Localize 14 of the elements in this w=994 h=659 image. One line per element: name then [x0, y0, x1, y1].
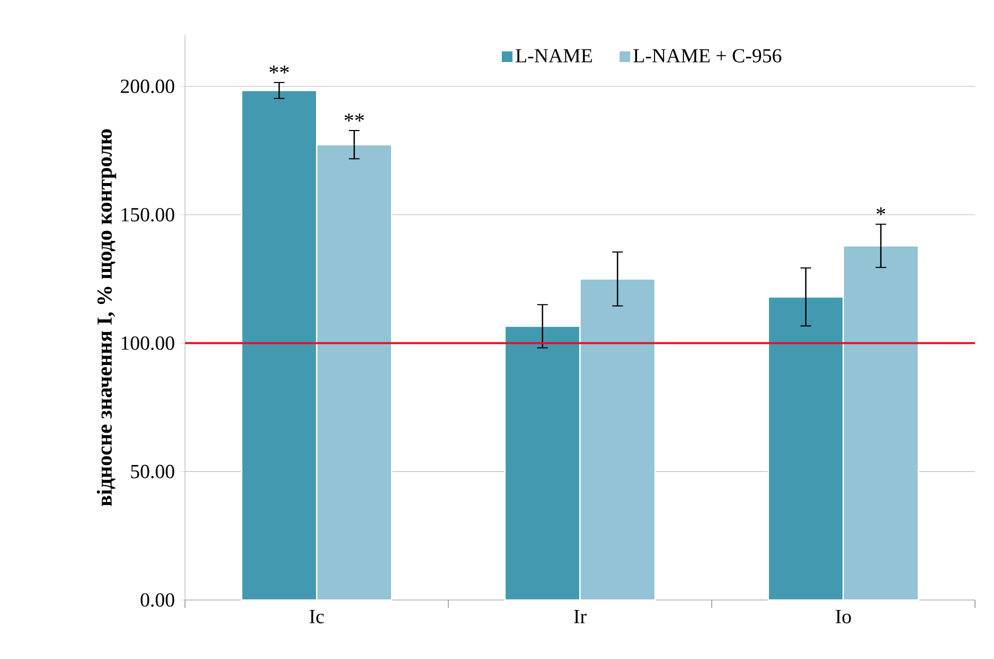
- annotation: **: [270, 66, 289, 74]
- y-tick-label: 100.00: [122, 336, 174, 350]
- y-axis-title: відносне значення I, % щодо контролю: [96, 129, 116, 506]
- x-tick-label: Ic: [310, 610, 324, 624]
- legend-label: L-NAME: [516, 49, 592, 62]
- legend-label: L-NAME + C-956: [633, 49, 782, 62]
- x-tick-label: Io: [836, 610, 851, 624]
- annotation: **: [344, 114, 364, 122]
- annotation: *: [876, 207, 886, 216]
- y-tick-label: 50.00: [131, 464, 174, 478]
- y-tick-label: 150.00: [122, 208, 174, 222]
- y-tick-label: 200.00: [120, 80, 174, 94]
- y-tick-label: 0.00: [140, 593, 174, 607]
- x-tick-label: Ir: [574, 610, 586, 624]
